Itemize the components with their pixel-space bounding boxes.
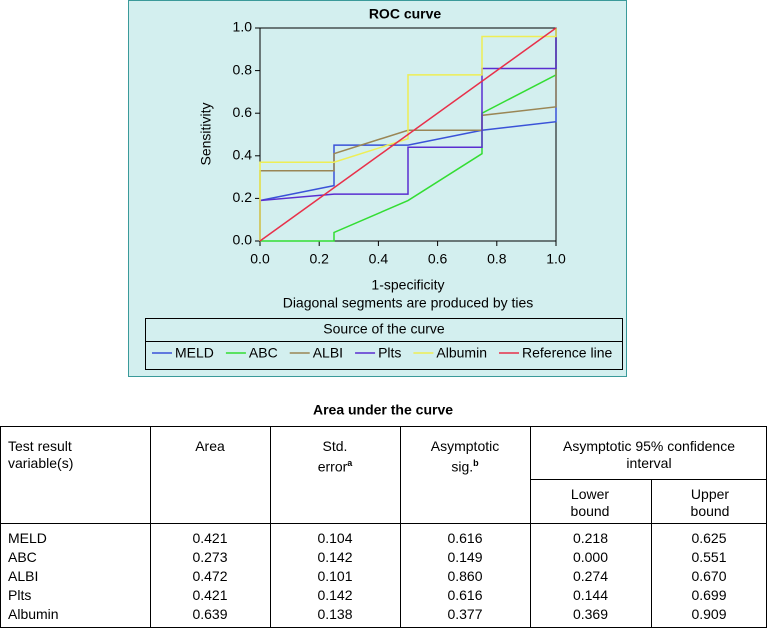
footnote-mark: a: [347, 458, 353, 468]
roc-line: [259, 28, 557, 241]
footnote-mark: b: [473, 458, 479, 468]
header-wrap: Std. errora: [315, 438, 355, 476]
table-title: Area under the curve: [313, 402, 453, 418]
table-cell: 0.472: [192, 568, 228, 584]
table-cell: 0.274: [572, 568, 609, 584]
table-cell: 0.625: [691, 530, 727, 546]
table-cell: 0.369: [572, 606, 609, 622]
table-cell: 0.421: [192, 587, 228, 603]
table-cell: ALBI: [8, 568, 39, 584]
y-axis-label: Sensitivity: [198, 102, 214, 165]
table-cell: 0.273: [192, 549, 228, 565]
table-cell: 0.616: [447, 530, 483, 546]
legend-label: Plts: [378, 345, 401, 361]
y-tick-label: 0.6: [233, 104, 253, 120]
y-tick-label: 0.8: [233, 61, 253, 77]
legend-label: Reference line: [522, 345, 612, 361]
table-cell: 0.421: [192, 530, 228, 546]
plot-frame: [259, 27, 557, 242]
x-tick-label: 0.8: [487, 251, 507, 267]
table-cell: 0.138: [317, 606, 353, 622]
x-tick-label: 0.6: [428, 251, 448, 267]
table-header: Upper bound: [690, 486, 730, 519]
x-tick-label: 0.4: [369, 251, 389, 267]
legend-label: ALBI: [313, 345, 343, 361]
table-cell: 0.104: [317, 530, 353, 546]
table-cell: MELD: [8, 530, 47, 546]
table-cell: 0.670: [691, 568, 727, 584]
x-tick-label: 0.2: [309, 251, 329, 267]
roc-line: [259, 27, 557, 242]
chart-panel: [128, 0, 627, 377]
x-tick-label: 1.0: [546, 251, 566, 267]
table-header: Asymptotic 95% confidence interval: [563, 438, 735, 471]
chart-title: ROC curve: [369, 6, 442, 22]
roc-line: [259, 28, 557, 241]
table-cell: 0.149: [447, 549, 483, 565]
legend-label: ABC: [249, 345, 278, 361]
legend-title: Source of the curve: [323, 321, 445, 337]
table-cell: 0.101: [317, 568, 353, 584]
roc-line: [259, 28, 557, 241]
table-header: Asymptotic sig.: [430, 438, 500, 475]
table-cell: 0.639: [192, 606, 228, 622]
table-grid: [0, 426, 767, 628]
y-tick-label: 0.0: [233, 232, 253, 248]
table-cell: 0.860: [447, 568, 483, 584]
x-tick-label: 0.0: [250, 251, 270, 267]
table-header: Lower bound: [570, 486, 610, 519]
table-cell: Plts: [8, 587, 32, 603]
table-cell: 0.377: [447, 606, 483, 622]
table-cell: 0.000: [572, 549, 609, 565]
note: Diagonal segments are produced by ties: [283, 295, 534, 311]
table-header: Area: [195, 438, 225, 454]
table-cell: ABC: [8, 549, 37, 565]
table-cell: 0.616: [447, 587, 483, 603]
table-cell: 0.909: [691, 606, 727, 622]
table-cell: 0.142: [317, 587, 353, 603]
y-tick-label: 0.4: [233, 147, 253, 163]
table-cell: 0.144: [572, 587, 609, 603]
table-header: Std. error: [317, 438, 348, 475]
legend-label: Albumin: [436, 345, 487, 361]
table-cell: 0.551: [691, 549, 727, 565]
table-cell: Albumin: [8, 606, 59, 622]
roc-line: [260, 28, 557, 242]
x-axis-label: 1-specificity: [371, 277, 444, 293]
header-wrap: Asymptotic sig.b: [425, 438, 505, 476]
table-cell: 0.142: [317, 549, 353, 565]
table-cell: 0.699: [691, 587, 727, 603]
legend-box: [145, 318, 623, 370]
y-tick-label: 1.0: [233, 19, 253, 35]
table-cell: 0.218: [572, 530, 609, 546]
y-tick-label: 0.2: [233, 189, 253, 205]
table-header: Asymptotic sig.b: [400, 438, 530, 476]
legend-label: MELD: [175, 345, 214, 361]
table-header: Test result variable(s): [8, 438, 74, 471]
table-header: Std. errora: [270, 438, 400, 476]
